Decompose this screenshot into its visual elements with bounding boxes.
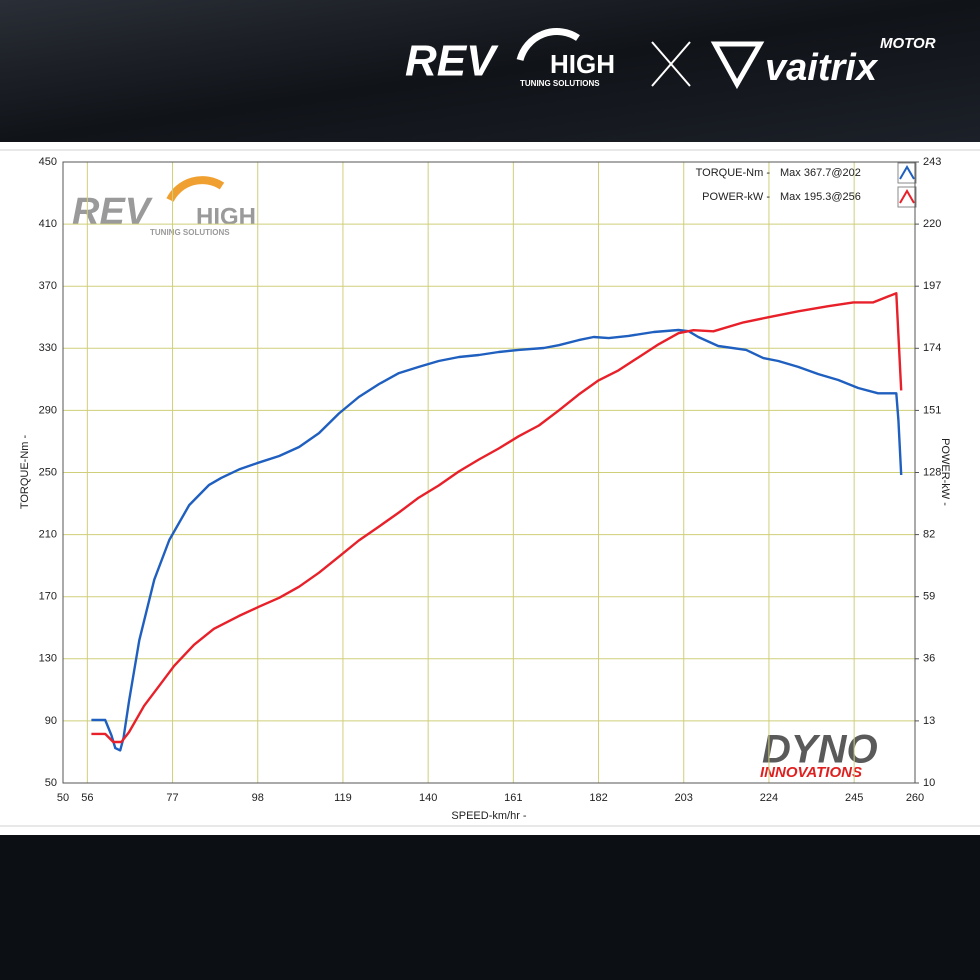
logo-emblem	[710, 41, 765, 90]
legend-box	[897, 162, 917, 184]
logo-gauge	[516, 28, 580, 62]
x-tick-label: 260	[906, 792, 924, 804]
y2-tick-label: 10	[923, 777, 935, 789]
watermark-gauge	[166, 176, 225, 202]
y2-tick-label: 59	[923, 591, 935, 603]
y-tick-label: 130	[39, 653, 57, 665]
logo-separator	[651, 41, 691, 87]
x-tick-label: 203	[675, 792, 693, 804]
badge-sub: INNOVATIONS	[760, 764, 862, 781]
x-tick-label: 161	[504, 792, 522, 804]
footer-background	[0, 835, 980, 980]
y-tick-label: 210	[39, 529, 57, 541]
watermark: REV HIGH TUNING SOLUTIONS	[72, 176, 256, 237]
y-tick-label: 90	[45, 715, 57, 727]
watermark-tagline: TUNING SOLUTIONS	[150, 228, 230, 237]
logo-right: vaitrix MOTOR	[710, 35, 936, 90]
logo-accent: HIGH	[550, 49, 615, 79]
x-tick-label: 224	[760, 792, 778, 804]
y2-tick-label: 220	[923, 218, 941, 230]
x-axis-label: SPEED-km/hr -	[451, 810, 527, 822]
x-tick-label: 50	[57, 792, 69, 804]
y2-tick-label: 36	[923, 653, 935, 665]
watermark-main: REV	[72, 191, 153, 233]
y-tick-label: 410	[39, 218, 57, 230]
y2-tick-label: 128	[923, 466, 941, 478]
y2-tick-label: 151	[923, 404, 941, 416]
y-tick-label: 450	[39, 156, 57, 168]
legend-annotation: Max 367.7@202	[780, 167, 861, 179]
logo-tag: MOTOR	[880, 35, 936, 52]
y2-tick-label: 197	[923, 280, 941, 292]
badge: DYNO INNOVATIONS	[760, 728, 878, 781]
x-tick-label: 140	[419, 792, 437, 804]
y-tick-label: 330	[39, 342, 57, 354]
logo-main: vaitrix	[765, 47, 879, 89]
y-tick-label: 250	[39, 466, 57, 478]
legend-label: TORQUE-Nm -	[696, 167, 771, 179]
logo-main: REV	[405, 37, 499, 86]
chart-panel	[0, 142, 980, 835]
y-tick-label: 170	[39, 591, 57, 603]
x-tick-label: 182	[589, 792, 607, 804]
plot: 50 56 77 98 119 140 161 182 203 224 245 260 50 90 130 1…	[39, 156, 942, 804]
y2-tick-label: 13	[923, 715, 935, 727]
y-tick-label: 50	[45, 777, 57, 789]
header-background	[0, 0, 980, 142]
legend-swatch	[899, 165, 915, 180]
y-axis-label: TORQUE-Nm -	[19, 434, 31, 509]
y2-axis-label: POWER-kW -	[939, 438, 951, 506]
x-tick-label: 119	[334, 792, 352, 804]
legend-box	[897, 186, 917, 208]
series-line	[91, 292, 903, 744]
x-tick-label: 245	[845, 792, 863, 804]
x-tick-label: 98	[252, 792, 264, 804]
plot-frame	[62, 161, 916, 784]
y2-tick-label: 82	[923, 529, 935, 541]
legend-annotation: Max 195.3@256	[780, 191, 861, 203]
x-tick-label: 56	[81, 792, 93, 804]
badge-main: DYNO	[762, 728, 878, 772]
legend-swatch	[899, 189, 915, 204]
watermark-accent: HIGH	[196, 203, 256, 230]
logo-tagline: TUNING SOLUTIONS	[520, 79, 600, 88]
y2-tick-label: 174	[923, 342, 941, 354]
separator-stroke	[651, 41, 691, 87]
y-tick-label: 290	[39, 404, 57, 416]
y-tick-label: 370	[39, 280, 57, 292]
y2-tick-label: 243	[923, 156, 941, 168]
series-line	[91, 328, 903, 752]
logo-left: REV HIGH TUNING SOLUTIONS	[405, 28, 615, 88]
x-tick-label: 77	[166, 792, 178, 804]
legend-label: POWER-kW -	[702, 191, 770, 203]
